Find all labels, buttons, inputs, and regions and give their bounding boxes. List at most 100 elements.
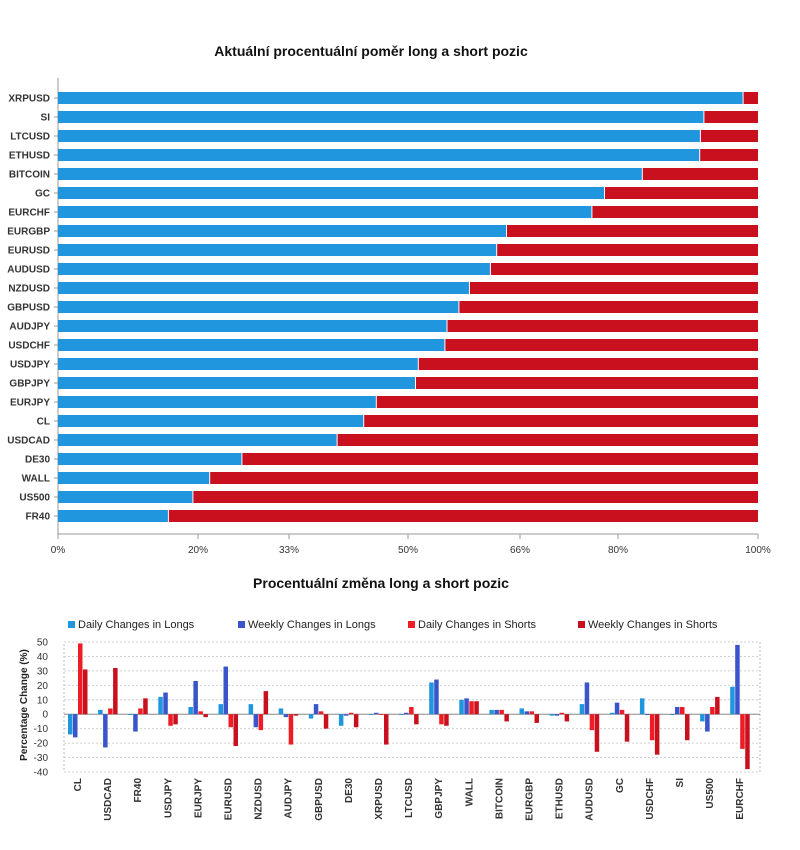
- change-bar-cl-0: [68, 714, 73, 735]
- change-bar-si-2: [680, 707, 685, 715]
- ratio-x-tick-label: 80%: [608, 545, 628, 556]
- change-bar-eurgbp-3: [534, 714, 539, 723]
- ratio-bar-long-eurusd: [58, 244, 497, 256]
- ratio-bar-short-eurchf: [592, 206, 758, 218]
- change-bar-audjpy-0: [278, 708, 284, 715]
- ratio-bar-short-xrpusd: [743, 92, 758, 104]
- change-bar-usdcad-2: [108, 708, 113, 715]
- change-bar-gbpjpy-1: [434, 679, 439, 715]
- change-bar-eurusd-3: [233, 714, 238, 746]
- ratio-bar-long-bitcoin: [58, 168, 642, 180]
- ratio-chart: Aktuální procentuální poměr long a short…: [7, 43, 771, 556]
- change-category-labels: CL USDCAD FR40 USDJPY EURJPY EURUSD NZDUSD AUDJ…: [73, 778, 746, 821]
- ratio-bar-short-audusd: [490, 263, 758, 275]
- ratio-category-label: LTCUSD: [10, 132, 50, 143]
- change-bar-usdjpy-0: [158, 696, 163, 715]
- ratio-category-label: AUDUSD: [7, 265, 50, 276]
- ratio-category-label: ETHUSD: [9, 151, 50, 162]
- ratio-bar-short-audjpy: [447, 320, 758, 332]
- change-bar-usdchf-1: [644, 714, 650, 716]
- change-category-label: EURGBP: [525, 778, 536, 821]
- ratio-bar-long-eurchf: [58, 206, 592, 218]
- ratio-category-label: EURCHF: [8, 208, 50, 219]
- change-chart-title: Procentuální změna long a short pozic: [253, 575, 509, 591]
- change-bars: [68, 643, 750, 770]
- change-category-label: AUDUSD: [585, 778, 596, 821]
- change-bar-gbpusd-2: [318, 711, 324, 715]
- ratio-bar-long-audjpy: [58, 320, 447, 332]
- change-bar-nzdusd-0: [248, 704, 254, 715]
- change-bar-eurgbp-0: [519, 708, 524, 715]
- change-bar-nzdusd-3: [263, 691, 269, 715]
- ratio-category-label: CL: [37, 417, 50, 428]
- ratio-category-label: XRPUSD: [8, 94, 50, 105]
- change-category-label: USDJPY: [163, 778, 174, 818]
- change-bar-audjpy-2: [288, 714, 294, 745]
- change-bar-ethusd-3: [564, 714, 570, 722]
- change-bar-eurgbp-2: [529, 711, 534, 715]
- change-bar-gc-0: [609, 712, 615, 715]
- legend-label: Daily Changes in Shorts: [418, 619, 537, 631]
- change-bar-usdjpy-1: [163, 692, 168, 715]
- change-bar-us500-3: [715, 696, 720, 715]
- change-category-label: BITCOIN: [494, 778, 505, 819]
- change-bar-cl-2: [78, 643, 83, 715]
- ratio-bar-short-ethusd: [700, 149, 758, 161]
- ratio-bar-short-eurusd: [497, 244, 758, 256]
- change-bar-usdjpy-2: [168, 714, 173, 726]
- legend-label: Weekly Changes in Longs: [248, 619, 376, 631]
- change-bar-bitcoin-1: [494, 709, 499, 715]
- change-category-label: USDCAD: [103, 778, 114, 821]
- ratio-bar-long-usdjpy: [58, 358, 418, 370]
- change-category-label: EURJPY: [193, 778, 204, 818]
- legend-swatch: [238, 621, 245, 628]
- change-bar-audusd-1: [584, 682, 590, 715]
- change-bar-eurchf-1: [735, 644, 740, 715]
- change-bar-gc-1: [614, 702, 620, 715]
- ratio-x-tick-label: 0%: [51, 545, 66, 556]
- ratio-x-tick-label: 20%: [188, 545, 208, 556]
- ratio-bar-short-usdjpy: [418, 358, 758, 370]
- legend-swatch: [68, 621, 75, 628]
- ratio-bar-short-usdchf: [445, 339, 758, 351]
- ratio-bar-short-ltcusd: [700, 130, 758, 142]
- ratio-category-label: DE30: [25, 455, 50, 466]
- ratio-bar-long-cl: [58, 415, 364, 427]
- change-bar-audusd-3: [594, 714, 600, 752]
- change-bar-wall-0: [459, 699, 464, 715]
- change-bar-nzdusd-2: [258, 714, 264, 731]
- ratio-x-ticks: 0% 20% 33% 50% 66% 80% 100%: [51, 534, 771, 556]
- ratio-bar-short-gbpjpy: [416, 377, 758, 389]
- change-bar-usdjpy-3: [173, 714, 178, 725]
- change-category-label: XRPUSD: [374, 778, 385, 820]
- ratio-bar-short-gbpusd: [459, 301, 758, 313]
- change-y-tick-label: 30: [37, 666, 49, 677]
- change-bar-eurjpy-3: [203, 714, 208, 718]
- change-bar-us500-2: [710, 707, 715, 715]
- ratio-bar-long-ltcusd: [58, 130, 700, 142]
- ratio-category-label: WALL: [22, 474, 50, 485]
- change-bar-nzdusd-1: [253, 714, 259, 728]
- change-y-tick-label: 10: [37, 695, 49, 706]
- change-bar-xrpusd-2: [379, 714, 384, 716]
- change-bar-usdchf-0: [639, 698, 645, 715]
- change-bar-ltcusd-0: [399, 714, 404, 716]
- change-bar-eurjpy-1: [193, 681, 198, 715]
- change-y-axis-title: Percentage Change (%): [19, 649, 30, 761]
- change-y-tick-label: -10: [34, 724, 49, 735]
- change-bar-si-3: [685, 714, 690, 741]
- ratio-chart-title: Aktuální procentuální poměr long a short…: [214, 43, 528, 59]
- change-category-label: GC: [615, 778, 626, 793]
- change-category-label: GBPUSD: [314, 778, 325, 821]
- change-bar-de30-2: [348, 712, 354, 715]
- ratio-bar-long-fr40: [58, 510, 168, 522]
- change-bar-si-1: [675, 707, 680, 715]
- ratio-x-tick-label: 100%: [745, 545, 771, 556]
- ratio-category-label: GC: [35, 189, 50, 200]
- change-bar-us500-1: [705, 714, 710, 732]
- change-category-label: ETHUSD: [555, 778, 566, 819]
- change-bar-cl-3: [83, 669, 88, 715]
- ratio-category-label: USDCAD: [7, 436, 50, 447]
- change-bar-ltcusd-2: [409, 707, 414, 715]
